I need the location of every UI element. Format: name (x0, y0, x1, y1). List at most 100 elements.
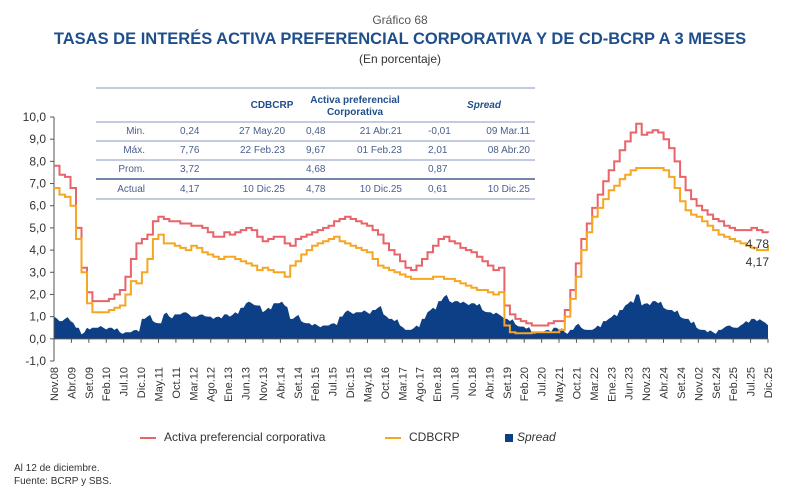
table-cell: 0,61 (428, 184, 448, 195)
x-tick-label: Feb.10 (101, 367, 113, 401)
x-tick-label: Oct.21 (571, 367, 583, 399)
chart-title: TASAS DE INTERÉS ACTIVA PREFERENCIAL COR… (53, 30, 747, 48)
x-tick-label: Feb.15 (310, 367, 322, 401)
x-tick-label: Set.24 (711, 367, 723, 399)
table-cell: 4,68 (306, 164, 326, 175)
y-tick-label: 3,0 (29, 265, 46, 279)
table-cell: 0,48 (306, 126, 326, 137)
table-cell: 27 May.20 (239, 126, 285, 137)
table-cell: 2,01 (428, 145, 448, 156)
x-tick-label: Jul.20 (537, 367, 549, 396)
table-cell: 4,17 (180, 184, 200, 195)
x-tick-label: Jul.10 (119, 367, 131, 396)
x-tick-label: Jun.23 (624, 367, 636, 400)
table-header-cdbcrp: CDBCRP (251, 100, 294, 111)
x-tick-label: May.21 (554, 367, 566, 402)
series-activa-line (54, 122, 769, 327)
legend-line-icon (140, 436, 156, 439)
x-tick-label: Set.14 (293, 367, 305, 399)
table-cell: 0,24 (180, 126, 200, 137)
legend-square-icon (505, 433, 513, 442)
x-tick-label: Ago.17 (415, 367, 427, 402)
table-cell: 21 Abr.21 (360, 126, 403, 137)
x-tick-label: Nov.13 (258, 367, 270, 401)
table-row-label: Min. (126, 126, 145, 137)
y-tick-label: 2,0 (29, 287, 46, 301)
legend-label-cdbcrp: CDBCRP (409, 430, 460, 444)
table-cell: 10 Dic.25 (243, 184, 286, 195)
x-tick-label: May.16 (362, 367, 374, 402)
table-cell: 22 Feb.23 (240, 145, 285, 156)
table-cell: 08 Abr.20 (488, 145, 531, 156)
x-tick-label: Jul.25 (746, 367, 758, 396)
x-tick-label: Oct.11 (171, 367, 183, 399)
table-cell: 0,87 (428, 164, 448, 175)
x-tick-label: Set.09 (84, 367, 96, 399)
x-tick-label: Abr.19 (484, 367, 496, 399)
x-tick-label: Mar.12 (188, 367, 200, 401)
lines-layer (54, 122, 769, 335)
x-tick-label: Jun.18 (450, 367, 462, 400)
legend-item-activa: Activa preferencial corporativa (140, 430, 325, 444)
x-tick-label: No.18 (467, 367, 479, 396)
series-cdbcrp-line (54, 167, 769, 335)
x-tick-label: Jul.15 (328, 367, 340, 396)
table-header-activa-line1: Activa preferencial (310, 95, 400, 106)
legend-label-spread: Spread (517, 430, 556, 444)
y-tick-label: 1,0 (29, 310, 46, 324)
end-label-activa: 4,78 (746, 237, 770, 251)
x-tick-label: Dic.15 (345, 367, 357, 398)
table-cell: 3,72 (180, 164, 200, 175)
x-tick-label: Dic.10 (136, 367, 148, 398)
table-row-label: Máx. (123, 145, 145, 156)
table-cell: 01 Feb.23 (357, 145, 402, 156)
x-tick-label: Oct.16 (380, 367, 392, 399)
x-tick-label: Ago.12 (206, 367, 218, 402)
y-tick-label: 9,0 (29, 132, 46, 146)
y-tick-label: 6,0 (29, 199, 46, 213)
x-tick-label: Ene.23 (606, 367, 618, 402)
x-tick-label: Feb.25 (728, 367, 740, 401)
x-tick-label: Ene.18 (432, 367, 444, 402)
y-tick-label: -1,0 (25, 354, 46, 368)
x-tick-label: Nov.23 (641, 367, 653, 401)
table-cell: -0,01 (428, 126, 451, 137)
series-spread-area (54, 294, 768, 339)
table-cell: 7,76 (180, 145, 200, 156)
summary-table: CDBCRP Activa preferencial Corporativa S… (96, 87, 535, 200)
footnote-date: Al 12 de diciembre. (14, 463, 100, 474)
table-row-label: Actual (117, 184, 145, 195)
legend-line-icon (385, 436, 401, 439)
end-label-cdbcrp: 4,17 (746, 255, 770, 269)
x-tick-label: Mar.22 (589, 367, 601, 401)
table-cell: 10 Dic.25 (360, 184, 403, 195)
x-tick-label: Feb.20 (519, 367, 531, 401)
table-row-label: Prom. (118, 164, 145, 175)
x-tick-label: Jun.13 (241, 367, 253, 400)
table-cell: 09 Mar.11 (486, 126, 530, 137)
y-tick-label: 10,0 (23, 110, 47, 124)
x-tick-label: May.11 (153, 367, 165, 401)
x-tick-label: Abr.09 (66, 367, 78, 399)
legend-label-activa: Activa preferencial corporativa (164, 430, 326, 444)
table-cell: 9,67 (306, 145, 326, 156)
x-tick-label: Set.19 (502, 367, 514, 399)
y-tick-label: 5,0 (29, 221, 46, 235)
x-tick-label: Abr.14 (275, 367, 287, 399)
chart-number: Gráfico 68 (372, 13, 428, 27)
y-tick-label: 7,0 (29, 177, 46, 191)
table-cell: 10 Dic.25 (488, 184, 531, 195)
spread-area-layer (54, 294, 768, 339)
y-tick-label: 4,0 (29, 243, 46, 257)
x-tick-label: Set.24 (676, 367, 688, 399)
x-tick-label: Abr.24 (659, 367, 671, 399)
y-tick-label: 8,0 (29, 154, 46, 168)
x-tick-label: Nov.08 (49, 367, 61, 401)
chart-subtitle: (En porcentaje) (358, 52, 442, 66)
axes-layer: -1,0 0,0 1,0 2,0 3,0 4,0 5,0 6,0 7,0 8,0 9,0 10,0 No… (23, 110, 775, 402)
x-tick-label: Nov.02 (693, 367, 705, 401)
table-cell: 4,78 (306, 184, 326, 195)
footnote-source: Fuente: BCRP y SBS. (14, 476, 112, 487)
legend-item-cdbcrp: CDBCRP (385, 430, 460, 444)
